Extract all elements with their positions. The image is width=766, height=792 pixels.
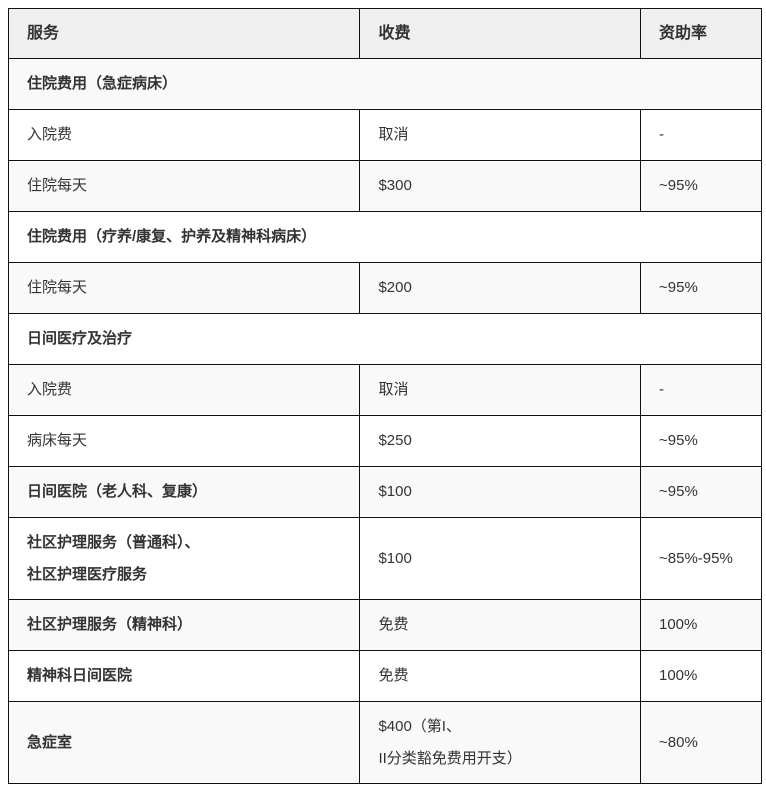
- service-cell: 社区护理服务（精神科）: [7, 599, 361, 651]
- table-row: 入院费 取消 -: [7, 109, 762, 161]
- section-title: 住院费用（急症病床）: [8, 58, 762, 110]
- service-cell-line2: 社区护理医疗服务: [27, 565, 148, 583]
- fee-cell: $100: [359, 466, 641, 518]
- subsidy-cell: 100%: [640, 650, 762, 702]
- service-cell: 日间医院（老人科、复康）: [7, 466, 361, 518]
- subsidy-cell: 100%: [640, 599, 762, 651]
- table-row: 精神科日间医院 免费 100%: [7, 650, 762, 702]
- table-row: 入院费 取消 -: [7, 364, 762, 416]
- table-row: 病床每天 $250 ~95%: [7, 415, 762, 467]
- fee-cell: 取消: [359, 109, 641, 161]
- header-fee: 收费: [359, 8, 641, 59]
- table-header-row: 服务 收费 资助率: [7, 8, 762, 59]
- fee-cell: $400（第I、 II分类豁免费用开支）: [359, 701, 641, 784]
- section-title: 日间医疗及治疗: [8, 313, 762, 365]
- fee-table: 服务 收费 资助率 住院费用（急症病床） 入院费 取消 - 住院每天 $300 ~95% 住院…: [7, 8, 762, 784]
- subsidy-cell: ~95%: [640, 160, 762, 212]
- service-cell: 住院每天: [7, 160, 361, 212]
- service-cell-line1: 社区护理服务（普通科）、: [27, 533, 200, 551]
- subsidy-cell: ~95%: [640, 262, 762, 314]
- fee-cell: $250: [359, 415, 641, 467]
- section-row: 日间医疗及治疗: [8, 313, 762, 365]
- section-title: 住院费用（疗养/康复、护养及精神科病床）: [8, 211, 762, 263]
- subsidy-cell: ~85%-95%: [640, 517, 762, 600]
- service-cell: 住院每天: [7, 262, 361, 314]
- subsidy-cell: ~80%: [640, 701, 762, 784]
- header-service: 服务: [7, 8, 361, 59]
- fee-cell: $100: [359, 517, 641, 600]
- header-subsidy: 资助率: [640, 8, 762, 59]
- fee-cell: 免费: [359, 650, 641, 702]
- fee-cell-line1: $400（第I、: [378, 717, 461, 735]
- fee-cell-line2: II分类豁免费用开支）: [378, 749, 522, 767]
- table-row: 社区护理服务（普通科）、 社区护理医疗服务 $100 ~85%-95%: [7, 517, 762, 600]
- service-cell: 急症室: [7, 701, 361, 784]
- subsidy-cell: ~95%: [640, 415, 762, 467]
- service-cell: 入院费: [7, 364, 361, 416]
- table-row: 住院每天 $300 ~95%: [7, 160, 762, 212]
- table-row: 急症室 $400（第I、 II分类豁免费用开支） ~80%: [7, 701, 762, 784]
- table-row: 日间医院（老人科、复康） $100 ~95%: [7, 466, 762, 518]
- fee-cell: 免费: [359, 599, 641, 651]
- subsidy-cell: ~95%: [640, 466, 762, 518]
- service-cell: 精神科日间医院: [7, 650, 361, 702]
- table-row: 社区护理服务（精神科） 免费 100%: [7, 599, 762, 651]
- subsidy-cell: -: [640, 364, 762, 416]
- fee-cell: $200: [359, 262, 641, 314]
- service-cell: 社区护理服务（普通科）、 社区护理医疗服务: [7, 517, 361, 600]
- section-row: 住院费用（急症病床）: [8, 58, 762, 110]
- service-cell: 入院费: [7, 109, 361, 161]
- fee-cell: $300: [359, 160, 641, 212]
- subsidy-cell: -: [640, 109, 762, 161]
- table-row: 住院每天 $200 ~95%: [7, 262, 762, 314]
- fee-cell: 取消: [359, 364, 641, 416]
- section-row: 住院费用（疗养/康复、护养及精神科病床）: [8, 211, 762, 263]
- service-cell: 病床每天: [7, 415, 361, 467]
